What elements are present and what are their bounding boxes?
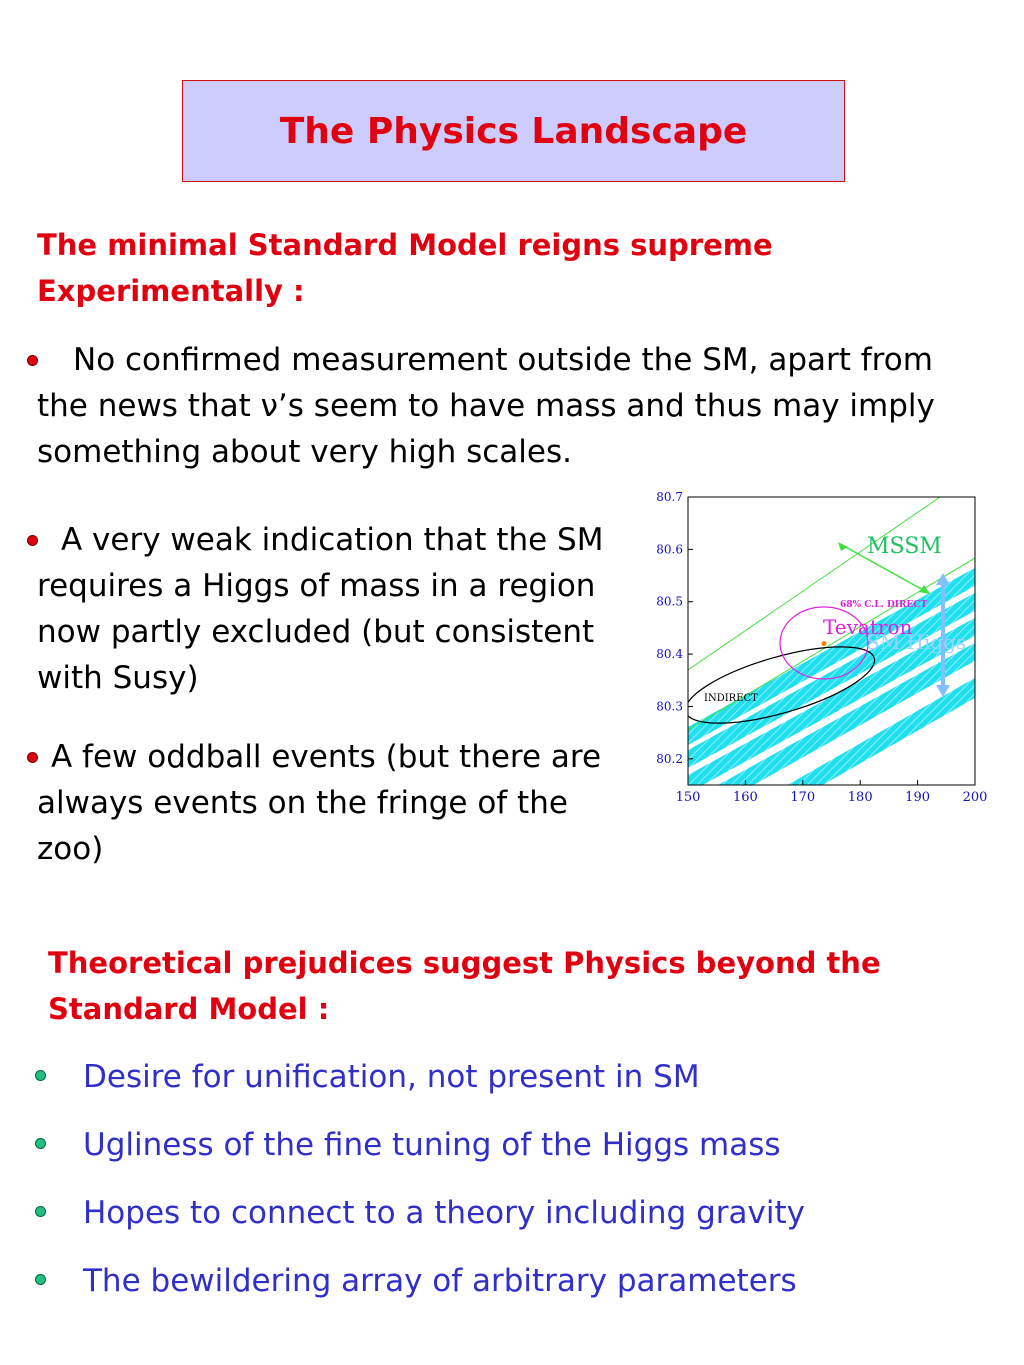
arrow-head [936, 573, 950, 585]
bullet-dot [35, 1274, 46, 1285]
mssm-line [688, 557, 975, 731]
indirect-contour [688, 646, 876, 724]
x-tick-label: 200 [963, 790, 988, 805]
y-tick-label: 80.2 [656, 752, 683, 766]
section-heading: Theoretical prejudices suggest Physics b… [48, 946, 881, 1026]
y-tick-label: 80.3 [656, 699, 683, 713]
x-tick-label: 160 [733, 790, 758, 805]
bullet-text: No confirmed measurement outside the SM,… [37, 342, 935, 470]
title-box: The Physics Landscape [182, 80, 845, 182]
w-mass-plot: MSSM 68% C.L. DIRECT Tevatron SM Higgs I… [656, 490, 988, 805]
x-tick-label: 170 [790, 790, 815, 805]
bullet-text: Desire for unification, not present in S… [83, 1059, 700, 1095]
x-tick-label: 180 [848, 790, 873, 805]
annotation: MSSM [867, 534, 942, 559]
x-tick-label: 150 [676, 790, 701, 805]
data-point [821, 641, 827, 647]
section-heading: The minimal Standard Model reigns suprem… [37, 228, 773, 308]
bullet-dot [35, 1206, 46, 1217]
bullet-dot [27, 535, 38, 546]
mssm-line [688, 497, 941, 671]
bullet-dot [27, 752, 38, 763]
bullet-text: Hopes to connect to a theory including g… [83, 1195, 805, 1231]
annotation: 68% C.L. DIRECT [840, 600, 927, 610]
plot-frame [687, 496, 976, 786]
x-tick-label: 190 [905, 790, 930, 805]
direct-contour [779, 606, 869, 680]
arrow-head [936, 685, 950, 697]
bullet-text: A few oddball events (but there are alwa… [37, 739, 602, 867]
bullet-text: A very weak indication that the SM requi… [37, 522, 604, 696]
bullet-dot [35, 1138, 46, 1149]
arrow-head [838, 542, 848, 551]
y-tick-label: 80.5 [656, 595, 683, 609]
title: The Physics Landscape [279, 110, 748, 152]
y-tick-label: 80.7 [656, 490, 683, 504]
annotation: INDIRECT [704, 693, 758, 704]
annotation: SM Higgs [866, 630, 966, 654]
bullet-text: Ugliness of the fine tuning of the Higgs… [83, 1127, 781, 1163]
bullet-dot [35, 1070, 46, 1081]
annotation: Tevatron [823, 615, 912, 639]
bullet-text: The bewildering array of arbitrary param… [83, 1263, 797, 1299]
arrow-head [919, 585, 930, 594]
y-tick-label: 80.4 [656, 647, 683, 661]
arrow [841, 544, 926, 592]
y-tick-label: 80.6 [656, 542, 683, 556]
sm-higgs-bands [688, 567, 975, 785]
bullet-dot [27, 355, 38, 366]
